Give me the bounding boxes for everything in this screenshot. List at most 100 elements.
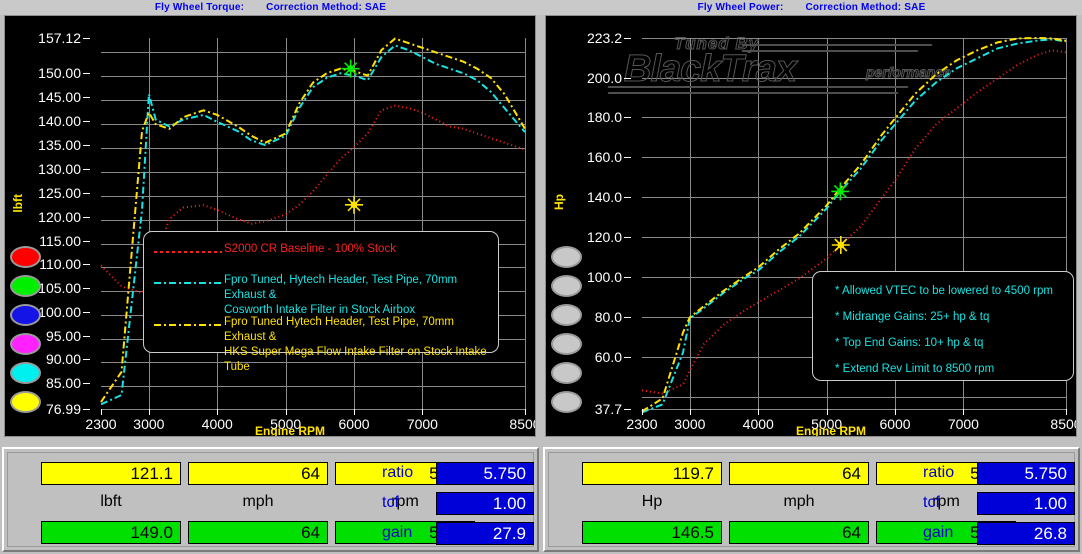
x-tick-mark [217,409,219,415]
power-color-buttons[interactable] [551,246,583,421]
readout-field-blue[interactable]: 26.8 [977,522,1075,545]
x-tick-mark [285,409,287,415]
grid-line-vertical [758,38,760,409]
y-tick-label: 223.2 [586,30,632,46]
readout-field-yellow[interactable]: 121.1 [41,462,181,485]
x-tick-mark [525,409,526,415]
y-tick-label: 100.00 [38,304,90,320]
readout-field-blue[interactable]: 5.750 [436,462,534,485]
readout-unit-label: rpm [932,493,960,510]
yellow-crosshair[interactable] [345,195,364,214]
grid-line-vertical [422,38,424,409]
grid-line-vertical [285,38,287,409]
power-readout-panel: 119.7645207Hpmphrpm146.5645207ratiotcfga… [543,447,1080,552]
note-line: * Allowed VTEC to be lowered to 4500 rpm [835,285,1053,297]
series-color-button[interactable] [10,246,41,268]
grid-line-horizontal [642,38,1066,39]
y-tick-label: 140.0 [586,189,632,205]
power-y-axis: 223.2 200.0 180.0 160.0 140.0 120.0 100.0 80.0 6… [546,16,632,436]
y-tick-label: 200.0 [586,70,632,86]
readout-field-blue[interactable]: 5.750 [977,462,1075,485]
x-tick-label: 3000 [133,416,165,432]
series-color-button[interactable] [10,304,41,326]
readout-field-yellow[interactable]: 119.7 [582,462,722,485]
series-color-button[interactable] [10,362,41,384]
readout-field-yellow[interactable]: 64 [729,462,869,485]
note-line: * Extend Rev Limit to 8500 rpm [835,363,995,375]
y-tick-label: 110.00 [39,256,90,272]
green-crosshair[interactable] [831,182,850,201]
readout-field-green[interactable]: 149.0 [41,521,181,544]
readout-field-green[interactable]: 146.5 [582,521,722,544]
grid-line-horizontal [642,117,1066,118]
legend-item[interactable]: Fpro Tuned, Hytech Header, Test Pipe, 70… [150,273,492,318]
readout-blue-label: ratio [382,464,414,481]
readout-field-blue[interactable]: 27.9 [436,522,534,545]
grid-line-horizontal [642,409,1066,410]
torque-color-buttons[interactable] [10,246,42,421]
grid-line-vertical [525,38,526,409]
series-line [100,104,526,295]
grid-line-vertical [689,38,691,409]
grid-line-vertical [895,38,897,409]
series-color-button[interactable] [10,333,41,355]
series-color-button[interactable] [551,333,582,355]
readout-unit-label: rpm [391,493,419,510]
readout-field-green[interactable]: 64 [188,521,328,544]
grid-line-horizontal [642,197,1066,198]
y-tick-label: 76.99 [45,401,91,417]
torque-y-axis: 157.12 150.00 145.00 140.00 135.00 130.00 125.… [5,16,91,436]
y-tick-label: 95.00 [45,328,91,344]
readout-field-blue[interactable]: 1.00 [436,492,534,515]
x-tick-mark [422,409,424,415]
power-x-axis-label: Engine RPM [795,424,867,437]
x-tick-label: 4000 [201,416,233,432]
x-tick-mark [1066,409,1067,415]
grid-line-horizontal [642,397,1066,398]
x-tick-label: 4000 [742,416,774,432]
grid-line-horizontal [101,52,525,53]
series-color-button[interactable] [10,275,41,297]
y-tick-label: 105.00 [38,280,90,296]
readout-field-yellow[interactable]: 64 [188,462,328,485]
torque-readout-panel: 121.1645208lbftmphrpm149.0645208ratiotcf… [2,447,539,552]
series-color-button[interactable] [10,391,41,413]
series-color-button[interactable] [551,246,582,268]
legend-label: S2000 CR Baseline - 100% Stock [224,243,396,255]
readout-field-blue[interactable]: 1.00 [977,492,1075,515]
power-panel: Fly Wheel Power: Correction Method: SAE … [541,0,1082,445]
series-color-button[interactable] [551,362,582,384]
y-tick-label: 145.00 [38,89,90,105]
x-tick-mark [148,409,150,415]
legend-box[interactable]: S2000 CR Baseline - 100% Stock Fpro Tuned… [143,231,499,373]
grid-line-vertical [963,38,965,409]
power-plot-area[interactable]: Tuned By BlackTrax performance 223.2 200.… [545,15,1077,437]
series-line [100,37,526,403]
power-panel-header: Fly Wheel Power: Correction Method: SAE [541,0,1082,15]
yellow-crosshair[interactable] [831,236,850,254]
legend-label: Fpro Tuned Hytech Header, Test Pipe, 70m… [224,316,487,373]
x-tick-mark [101,409,102,415]
legend-item[interactable]: S2000 CR Baseline - 100% Stock [150,242,492,258]
grid-line-horizontal [642,78,1066,79]
series-color-button[interactable] [551,275,582,297]
series-color-button[interactable] [551,304,582,326]
readout-unit-label: mph [783,493,815,510]
power-curves [641,36,1067,414]
green-crosshair[interactable] [341,59,360,78]
x-tick-mark [826,409,828,415]
series-color-button[interactable] [551,391,582,413]
readout-field-green[interactable]: 64 [729,521,869,544]
torque-plot-area[interactable]: 157.12 150.00 145.00 140.00 135.00 130.00 125.… [4,15,536,437]
readout-blue-label: tcf [382,494,399,511]
notes-box[interactable]: * Allowed VTEC to be lowered to 4500 rpm… [812,271,1074,381]
y-tick-label: 125.00 [38,185,90,201]
x-tick-label: 8500 [509,416,535,432]
torque-panel: Fly Wheel Torque: Correction Method: SAE… [0,0,541,445]
torque-header-title: Fly Wheel Torque: [154,2,245,13]
readout-unit-label: Hp [641,493,663,510]
legend-item[interactable]: Fpro Tuned Hytech Header, Test Pipe, 70m… [150,315,492,375]
torque-header-correction: Correction Method: SAE [266,2,387,13]
legend-label: Fpro Tuned, Hytech Header, Test Pipe, 70… [224,274,458,316]
